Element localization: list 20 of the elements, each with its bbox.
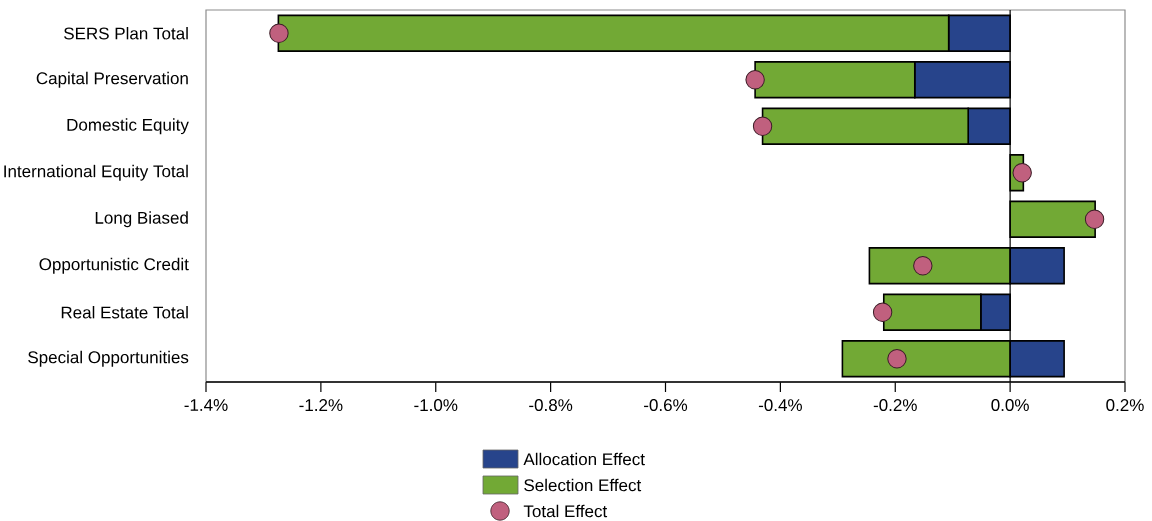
y-tick-label: International Equity Total	[4, 164, 188, 181]
y-tick-label: Domestic Equity	[67, 118, 189, 135]
legend-label: Selection Effect	[524, 478, 642, 492]
x-tick-label: 0.0%	[991, 399, 1029, 412]
legend-label: Total Effect	[523, 504, 608, 518]
y-tick-label: Special Opportunities	[28, 350, 189, 367]
x-tick-label: -0.8%	[529, 399, 573, 412]
y-tick-label: Capital Preservation	[36, 71, 188, 88]
x-tick-label: -0.4%	[758, 399, 802, 412]
y-tick-label: Long Biased	[95, 211, 188, 228]
x-tick-label: -1.0%	[414, 399, 458, 412]
x-tick-label: -0.6%	[644, 399, 688, 412]
y-tick-label: SERS Plan Total	[64, 27, 188, 40]
legend-label: Allocation Effect	[523, 452, 645, 466]
y-tick-label: Opportunistic Credit	[39, 257, 189, 274]
x-tick-label: -0.2%	[873, 399, 917, 412]
y-tick-label: Real Estate Total	[61, 306, 188, 319]
x-tick-label: -1.2%	[299, 399, 343, 412]
x-tick-label: -1.4%	[184, 399, 228, 411]
x-tick-label: 0.2%	[1106, 399, 1144, 412]
